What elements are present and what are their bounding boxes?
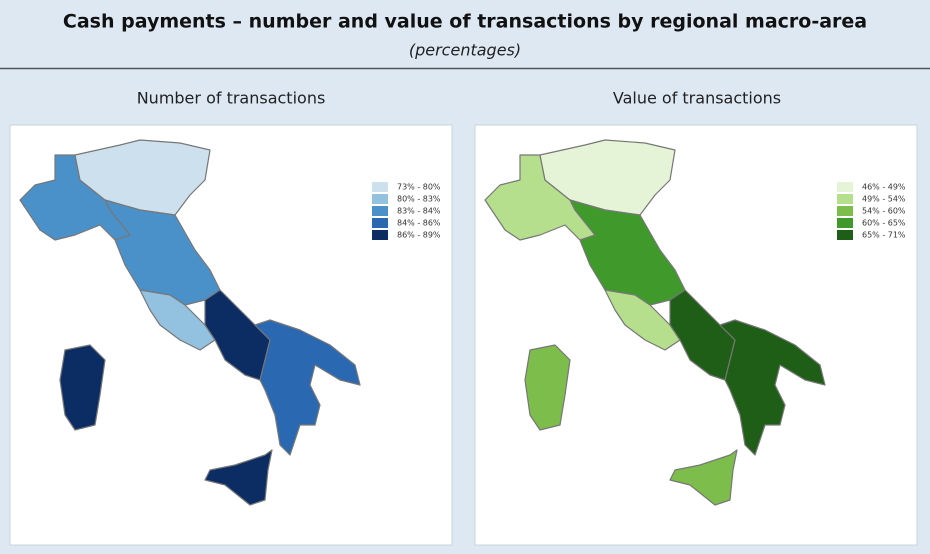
region [524,344,571,431]
region [204,449,273,506]
legend-swatch [837,230,853,240]
legend-label: 60% - 65% [862,219,906,228]
region [539,139,676,216]
legend-swatch [837,218,853,228]
map-panel: 73% - 80% 80% - 83% 83% - 84% 84% - 86% 86% … [9,124,453,546]
header-band [0,0,930,68]
legend-swatch [372,206,388,216]
region [719,319,826,456]
legend-swatch [837,194,853,204]
legend-label: 83% - 84% [397,207,441,216]
region [59,344,106,431]
legend-label: 73% - 80% [397,183,441,192]
legend-swatch [372,194,388,204]
legend-label: 54% - 60% [862,207,906,216]
region [139,289,216,351]
legend-label: 65% - 71% [862,231,906,240]
legend-label: 80% - 83% [397,195,441,204]
map-title: Number of transactions [137,89,326,108]
title: Cash payments – number and value of tran… [63,11,867,33]
region [604,289,681,351]
legend-label: 49% - 54% [862,195,906,204]
subtitle: (percentages) [409,41,521,60]
legend-swatch [837,182,853,192]
legend-label: 46% - 49% [862,183,906,192]
legend-swatch [837,206,853,216]
map-title: Value of transactions [613,89,781,108]
region [74,139,211,216]
region [254,319,361,456]
legend-swatch [372,230,388,240]
legend-swatch [372,218,388,228]
legend-label: 84% - 86% [397,219,441,228]
legend-label: 86% - 89% [397,231,441,240]
map-panel: 46% - 49% 49% - 54% 54% - 60% 60% - 65% 65% … [474,124,918,546]
region [669,449,738,506]
legend-swatch [372,182,388,192]
